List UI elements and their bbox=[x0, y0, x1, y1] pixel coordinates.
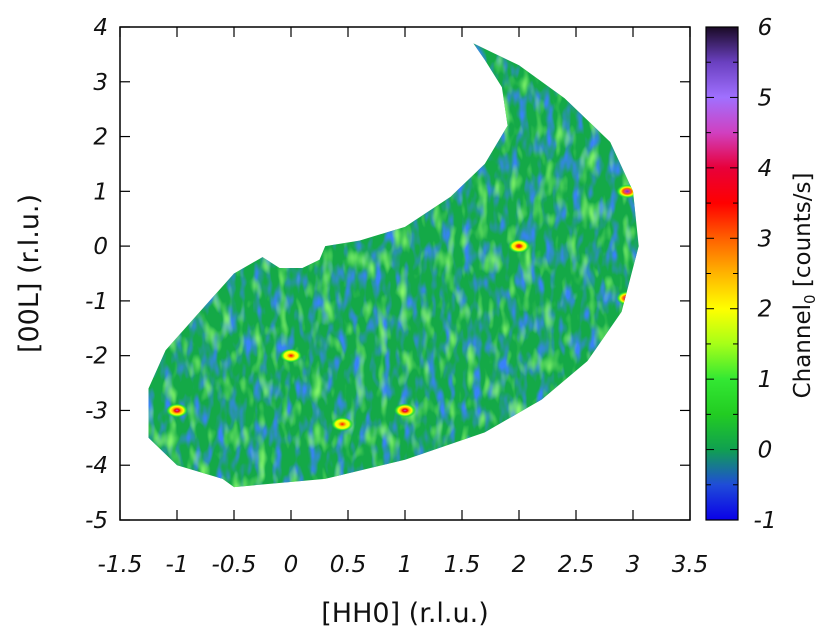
colorbar-tick-label: 5 bbox=[758, 85, 773, 111]
y-tick-label: -2 bbox=[85, 344, 108, 370]
y-tick-label: 0 bbox=[93, 234, 108, 260]
x-tick-label: 3.5 bbox=[672, 552, 709, 578]
x-tick-label: 3 bbox=[626, 552, 641, 578]
y-tick-label: 3 bbox=[93, 70, 108, 96]
y-tick-label: 2 bbox=[93, 125, 108, 151]
x-tick-label: -1.5 bbox=[98, 552, 143, 578]
y-tick-label: -1 bbox=[85, 289, 108, 315]
x-tick-label: 2.5 bbox=[558, 552, 595, 578]
heatmap-area bbox=[148, 43, 639, 488]
y-axis: -5 -4 -3 -2 -1 0 1 2 3 4 bbox=[85, 15, 690, 534]
bragg-peak bbox=[166, 403, 188, 418]
bragg-peak bbox=[616, 184, 639, 199]
colorbar-title-unit: [counts/s] bbox=[790, 173, 816, 295]
colorbar-title-main: Channel bbox=[790, 304, 816, 398]
x-tick-label: -1 bbox=[166, 552, 189, 578]
colorbar-gradient bbox=[705, 26, 739, 521]
colorbar-tick-label: -1 bbox=[754, 508, 777, 534]
colorbar-tick-label: 2 bbox=[758, 297, 773, 323]
x-tick-label: 2 bbox=[512, 552, 527, 578]
x-tick-label: 1.5 bbox=[444, 552, 481, 578]
x-tick-label: 0 bbox=[284, 552, 299, 578]
y-tick-label: -4 bbox=[85, 453, 108, 479]
colorbar-tick-label: 3 bbox=[758, 226, 773, 252]
y-axis-title: [00L] (r.l.u.) bbox=[14, 194, 45, 353]
y-tick-label: -5 bbox=[85, 508, 108, 534]
x-tick-label: 0.5 bbox=[330, 552, 367, 578]
colorbar-tick-label: 6 bbox=[758, 15, 773, 41]
colorbar-tick-label: 0 bbox=[758, 438, 773, 464]
bragg-peak bbox=[616, 291, 639, 306]
x-tick-label: -0.5 bbox=[212, 552, 257, 578]
colorbar-tick-label: 4 bbox=[758, 156, 773, 182]
bragg-peak bbox=[394, 403, 416, 418]
bragg-peak bbox=[508, 239, 530, 254]
x-axis-title: [HH0] (r.l.u.) bbox=[321, 598, 488, 629]
colorbar-tick-label: 1 bbox=[758, 367, 773, 393]
x-axis: -1.5 -1 -0.5 0 0.5 1 1.5 2 2.5 3 3.5 bbox=[98, 27, 709, 578]
colorbar-title-subscript: 0 bbox=[801, 294, 819, 304]
colorbar-ticks: -1 0 1 2 3 4 5 6 bbox=[706, 15, 776, 534]
y-tick-label: 4 bbox=[93, 15, 108, 41]
bragg-peak bbox=[280, 348, 302, 363]
intensity-texture bbox=[148, 43, 639, 488]
bragg-peak bbox=[331, 417, 354, 432]
texture-green bbox=[148, 43, 639, 488]
x-tick-label: 1 bbox=[398, 552, 413, 578]
colorbar-title: Channel0 [counts/s] bbox=[790, 173, 819, 399]
y-tick-label: -3 bbox=[85, 398, 108, 424]
y-tick-label: 1 bbox=[93, 179, 108, 205]
